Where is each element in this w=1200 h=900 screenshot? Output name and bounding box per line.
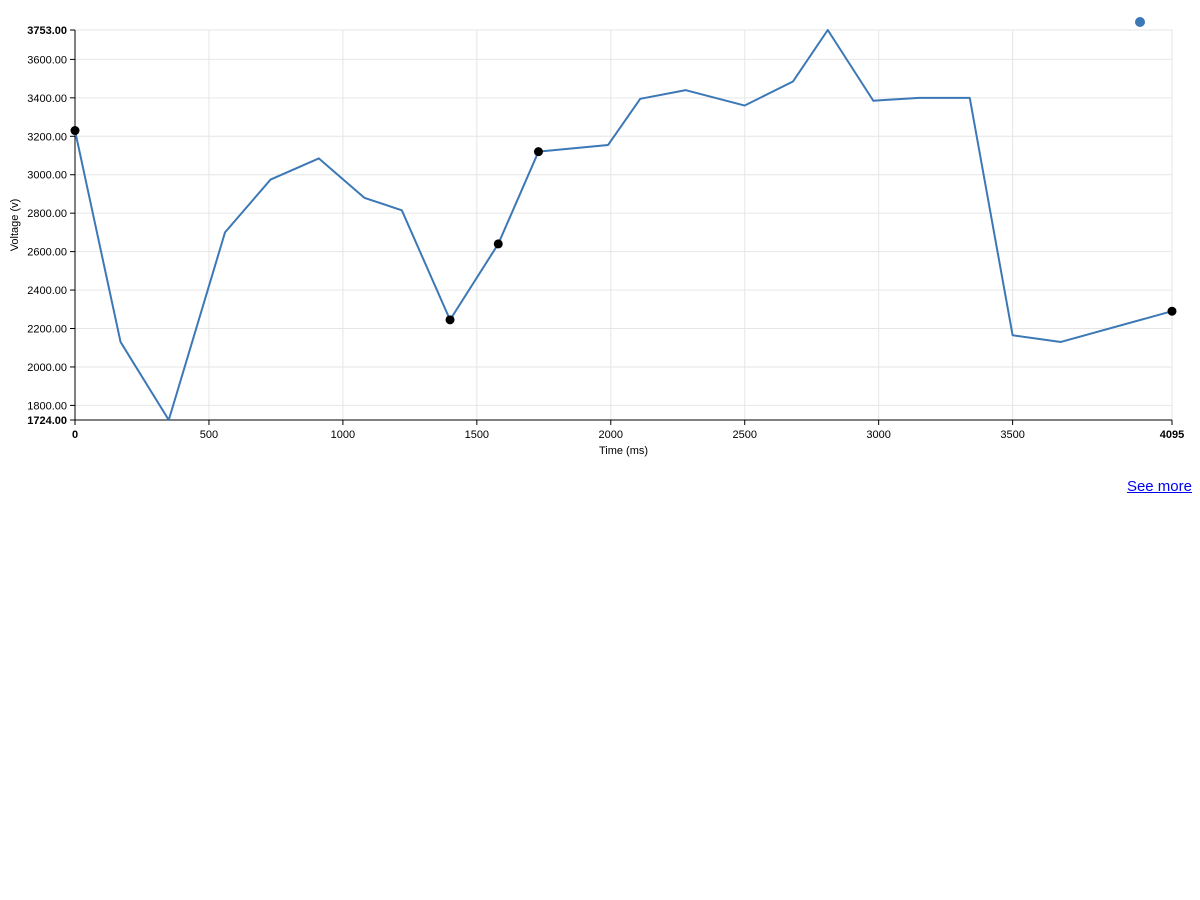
x-tick-label: 2500 <box>732 429 756 441</box>
y-tick-label: 1800.00 <box>27 400 67 412</box>
data-marker <box>446 315 455 324</box>
x-tick-label: 0 <box>72 429 78 441</box>
y-tick-label: 2000.00 <box>27 362 67 374</box>
y-tick-label: 1724.00 <box>27 415 67 427</box>
y-tick-label: 2800.00 <box>27 208 67 220</box>
y-tick-label: 3753.00 <box>27 25 67 37</box>
x-axis-label: Time (ms) <box>599 445 648 457</box>
x-tick-label: 4095 <box>1160 429 1184 441</box>
x-tick-label: 3000 <box>866 429 890 441</box>
y-tick-label: 2200.00 <box>27 324 67 336</box>
y-tick-label: 3000.00 <box>27 170 67 182</box>
y-tick-label: 3400.00 <box>27 93 67 105</box>
y-tick-label: 2400.00 <box>27 285 67 297</box>
data-marker <box>1168 307 1177 316</box>
data-marker <box>71 126 80 135</box>
page: 1724.00 1800.00 2000.00 2200.00 2400.00 2600.… <box>0 0 1200 900</box>
y-axis-label: Voltage (v) <box>9 199 21 252</box>
x-tick-label: 3500 <box>1000 429 1024 441</box>
x-tick-label: 1000 <box>331 429 355 441</box>
x-tick-label: 1500 <box>465 429 489 441</box>
x-tick-label: 2000 <box>599 429 623 441</box>
data-marker <box>534 147 543 156</box>
chart-svg: 1724.00 1800.00 2000.00 2200.00 2400.00 2600.… <box>0 0 1200 470</box>
y-tick-label: 2600.00 <box>27 247 67 259</box>
voltage-line-chart: 1724.00 1800.00 2000.00 2200.00 2400.00 2600.… <box>0 0 1200 475</box>
data-marker <box>494 239 503 248</box>
legend-dot <box>1135 17 1145 27</box>
see-more-link[interactable]: See more <box>1127 478 1192 495</box>
y-tick-label: 3200.00 <box>27 131 67 143</box>
y-tick-label: 3600.00 <box>27 54 67 66</box>
x-tick-label: 500 <box>200 429 218 441</box>
